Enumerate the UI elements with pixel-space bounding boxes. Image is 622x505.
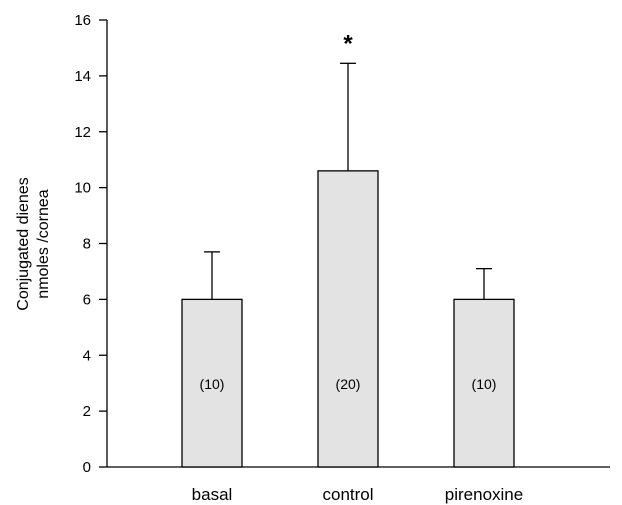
category-label: basal [192,485,233,504]
sample-size-label: (10) [200,376,225,392]
significance-marker: * [343,30,353,57]
y-tick-label: 14 [74,68,91,85]
y-tick-label: 12 [74,124,91,141]
y-tick-label: 16 [74,12,91,29]
y-tick-label: 4 [83,347,91,364]
bar [181,298,243,468]
y-axis-label-line-1: Conjugated dienes [15,177,32,310]
y-tick-label: 6 [83,291,91,308]
sample-size-label: (10) [472,376,497,392]
bar [453,298,515,468]
bars: (10) basal (20) * control (10) pirenoxine [181,30,523,504]
category-label: control [322,485,373,504]
bar [317,170,379,468]
y-tick-label: 8 [83,236,91,253]
sample-size-label: (20) [336,376,361,392]
y-tick-label: 10 [74,180,91,197]
y-axis-label: Conjugated dienes nmoles /cornea [15,177,52,310]
y-axis-label-line-2: nmoles /cornea [35,189,52,298]
y-tick-label: 0 [83,459,91,476]
category-label: pirenoxine [445,485,523,504]
y-tick-label: 2 [83,403,91,420]
